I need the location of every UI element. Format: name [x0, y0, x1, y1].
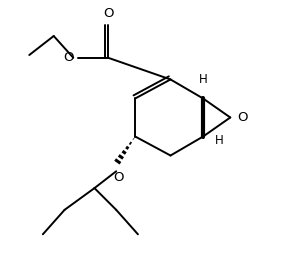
Text: H: H	[215, 134, 224, 147]
Text: O: O	[103, 7, 113, 20]
Text: O: O	[237, 111, 248, 124]
Text: O: O	[64, 51, 74, 64]
Text: H: H	[199, 73, 208, 86]
Text: O: O	[114, 171, 124, 184]
